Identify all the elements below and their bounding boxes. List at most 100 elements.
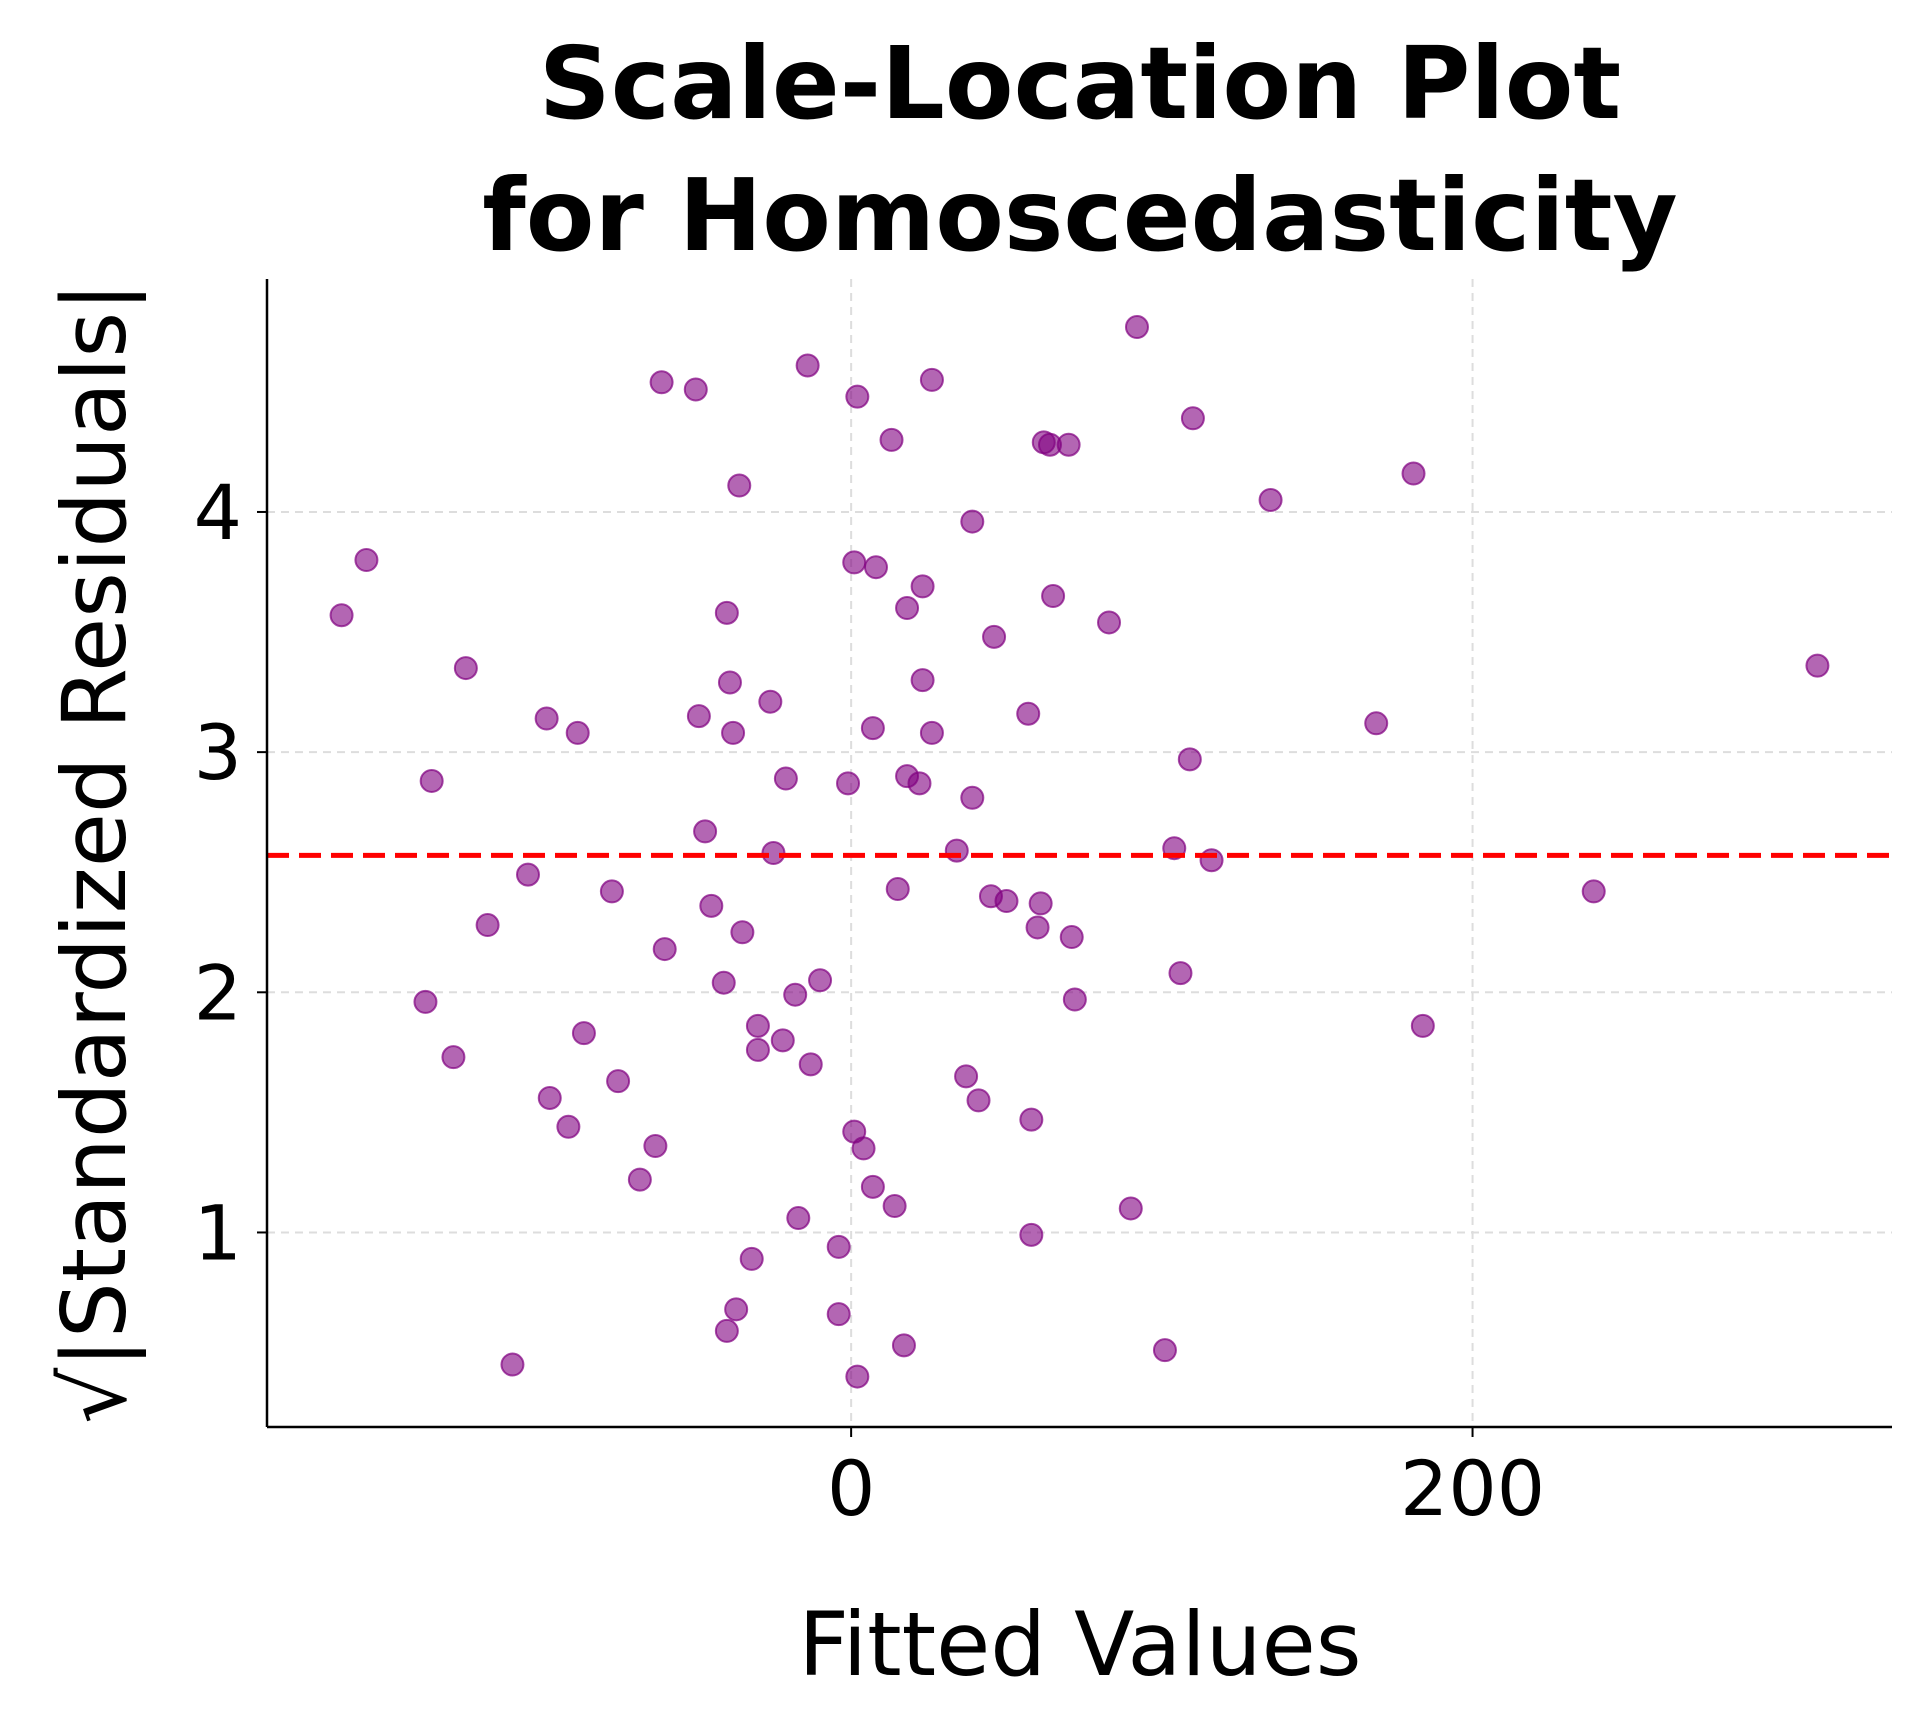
data-point bbox=[826, 1302, 851, 1327]
data-point bbox=[745, 1037, 770, 1062]
data-point bbox=[711, 970, 736, 995]
data-point bbox=[758, 689, 783, 714]
data-point bbox=[786, 1206, 811, 1231]
ticks: 0 200 1 2 3 4 bbox=[194, 468, 1545, 1533]
data-point bbox=[954, 1064, 979, 1089]
data-point bbox=[606, 1069, 631, 1094]
data-point bbox=[795, 353, 820, 378]
data-point bbox=[739, 1246, 764, 1271]
data-point bbox=[413, 989, 438, 1014]
data-point bbox=[599, 879, 624, 904]
data-point bbox=[1401, 461, 1426, 486]
data-point bbox=[907, 771, 932, 796]
data-point bbox=[944, 838, 969, 863]
x-tick-label: 200 bbox=[1400, 1444, 1545, 1533]
chart-title-line2: for Homoscedasticity bbox=[482, 157, 1677, 274]
data-point bbox=[1056, 432, 1081, 457]
data-point bbox=[1059, 925, 1084, 950]
data-point bbox=[919, 367, 944, 392]
data-point bbox=[845, 1364, 870, 1389]
data-point bbox=[627, 1167, 652, 1192]
data-point bbox=[863, 555, 888, 580]
data-point bbox=[717, 670, 742, 695]
data-point bbox=[845, 384, 870, 409]
data-point bbox=[693, 819, 718, 844]
data-point bbox=[686, 704, 711, 729]
data-point bbox=[1168, 961, 1193, 986]
data-point bbox=[842, 550, 867, 575]
data-point bbox=[836, 771, 861, 796]
data-point bbox=[727, 473, 752, 498]
y-tick-label: 2 bbox=[194, 948, 242, 1037]
y-tick-label: 1 bbox=[194, 1188, 242, 1277]
data-point bbox=[1028, 891, 1053, 916]
data-point bbox=[699, 893, 724, 918]
axes bbox=[265, 279, 1892, 1429]
data-point bbox=[721, 720, 746, 745]
data-point bbox=[982, 624, 1007, 649]
data-point bbox=[1199, 848, 1224, 873]
data-point bbox=[1258, 487, 1283, 512]
data-point bbox=[354, 547, 379, 572]
data-point bbox=[649, 370, 674, 395]
x-tick-label: 0 bbox=[827, 1444, 875, 1533]
y-axis-label: √|Standardized Residuals| bbox=[43, 282, 147, 1424]
data-point bbox=[453, 656, 478, 681]
data-point bbox=[960, 509, 985, 534]
data-point bbox=[808, 968, 833, 993]
data-point bbox=[714, 600, 739, 625]
data-point bbox=[329, 603, 354, 628]
data-point bbox=[910, 574, 935, 599]
data-point bbox=[724, 1297, 749, 1322]
data-point bbox=[885, 877, 910, 902]
points bbox=[329, 315, 1830, 1389]
data-point bbox=[1124, 315, 1149, 340]
data-point bbox=[1041, 584, 1066, 609]
data-point bbox=[683, 377, 708, 402]
data-point bbox=[860, 1174, 885, 1199]
data-point bbox=[879, 427, 904, 452]
data-point bbox=[1581, 879, 1606, 904]
data-point bbox=[714, 1318, 739, 1343]
data-point bbox=[1025, 915, 1050, 940]
data-point bbox=[919, 720, 944, 745]
data-point bbox=[745, 1013, 770, 1038]
data-point bbox=[773, 766, 798, 791]
data-point bbox=[475, 913, 500, 938]
data-point bbox=[534, 706, 559, 731]
data-point bbox=[910, 668, 935, 693]
x-axis-label: Fitted Values bbox=[798, 1593, 1361, 1696]
data-point bbox=[565, 720, 590, 745]
data-point bbox=[1016, 701, 1041, 726]
data-point bbox=[537, 1085, 562, 1110]
y-tick-label: 3 bbox=[194, 708, 242, 797]
data-point bbox=[1118, 1196, 1143, 1221]
data-point bbox=[1019, 1222, 1044, 1247]
chart-title-line1: Scale-Location Plot bbox=[539, 25, 1621, 142]
data-point bbox=[994, 889, 1019, 914]
data-point bbox=[895, 596, 920, 621]
data-point bbox=[882, 1194, 907, 1219]
data-point bbox=[1062, 987, 1087, 1012]
data-point bbox=[860, 716, 885, 741]
data-point bbox=[1410, 1013, 1435, 1038]
data-point bbox=[960, 785, 985, 810]
data-point bbox=[891, 1333, 916, 1358]
data-point bbox=[1805, 653, 1830, 678]
data-point bbox=[826, 1234, 851, 1259]
data-point bbox=[571, 1021, 596, 1046]
data-point bbox=[652, 937, 677, 962]
data-point bbox=[419, 768, 444, 793]
data-point bbox=[500, 1352, 525, 1377]
data-point bbox=[783, 982, 808, 1007]
y-tick-label: 4 bbox=[194, 468, 242, 557]
data-point bbox=[515, 862, 540, 887]
data-point bbox=[1180, 406, 1205, 431]
data-point bbox=[643, 1134, 668, 1159]
data-point bbox=[851, 1136, 876, 1161]
data-point bbox=[730, 920, 755, 945]
data-point bbox=[1019, 1107, 1044, 1132]
data-point bbox=[441, 1045, 466, 1070]
data-point bbox=[966, 1088, 991, 1113]
